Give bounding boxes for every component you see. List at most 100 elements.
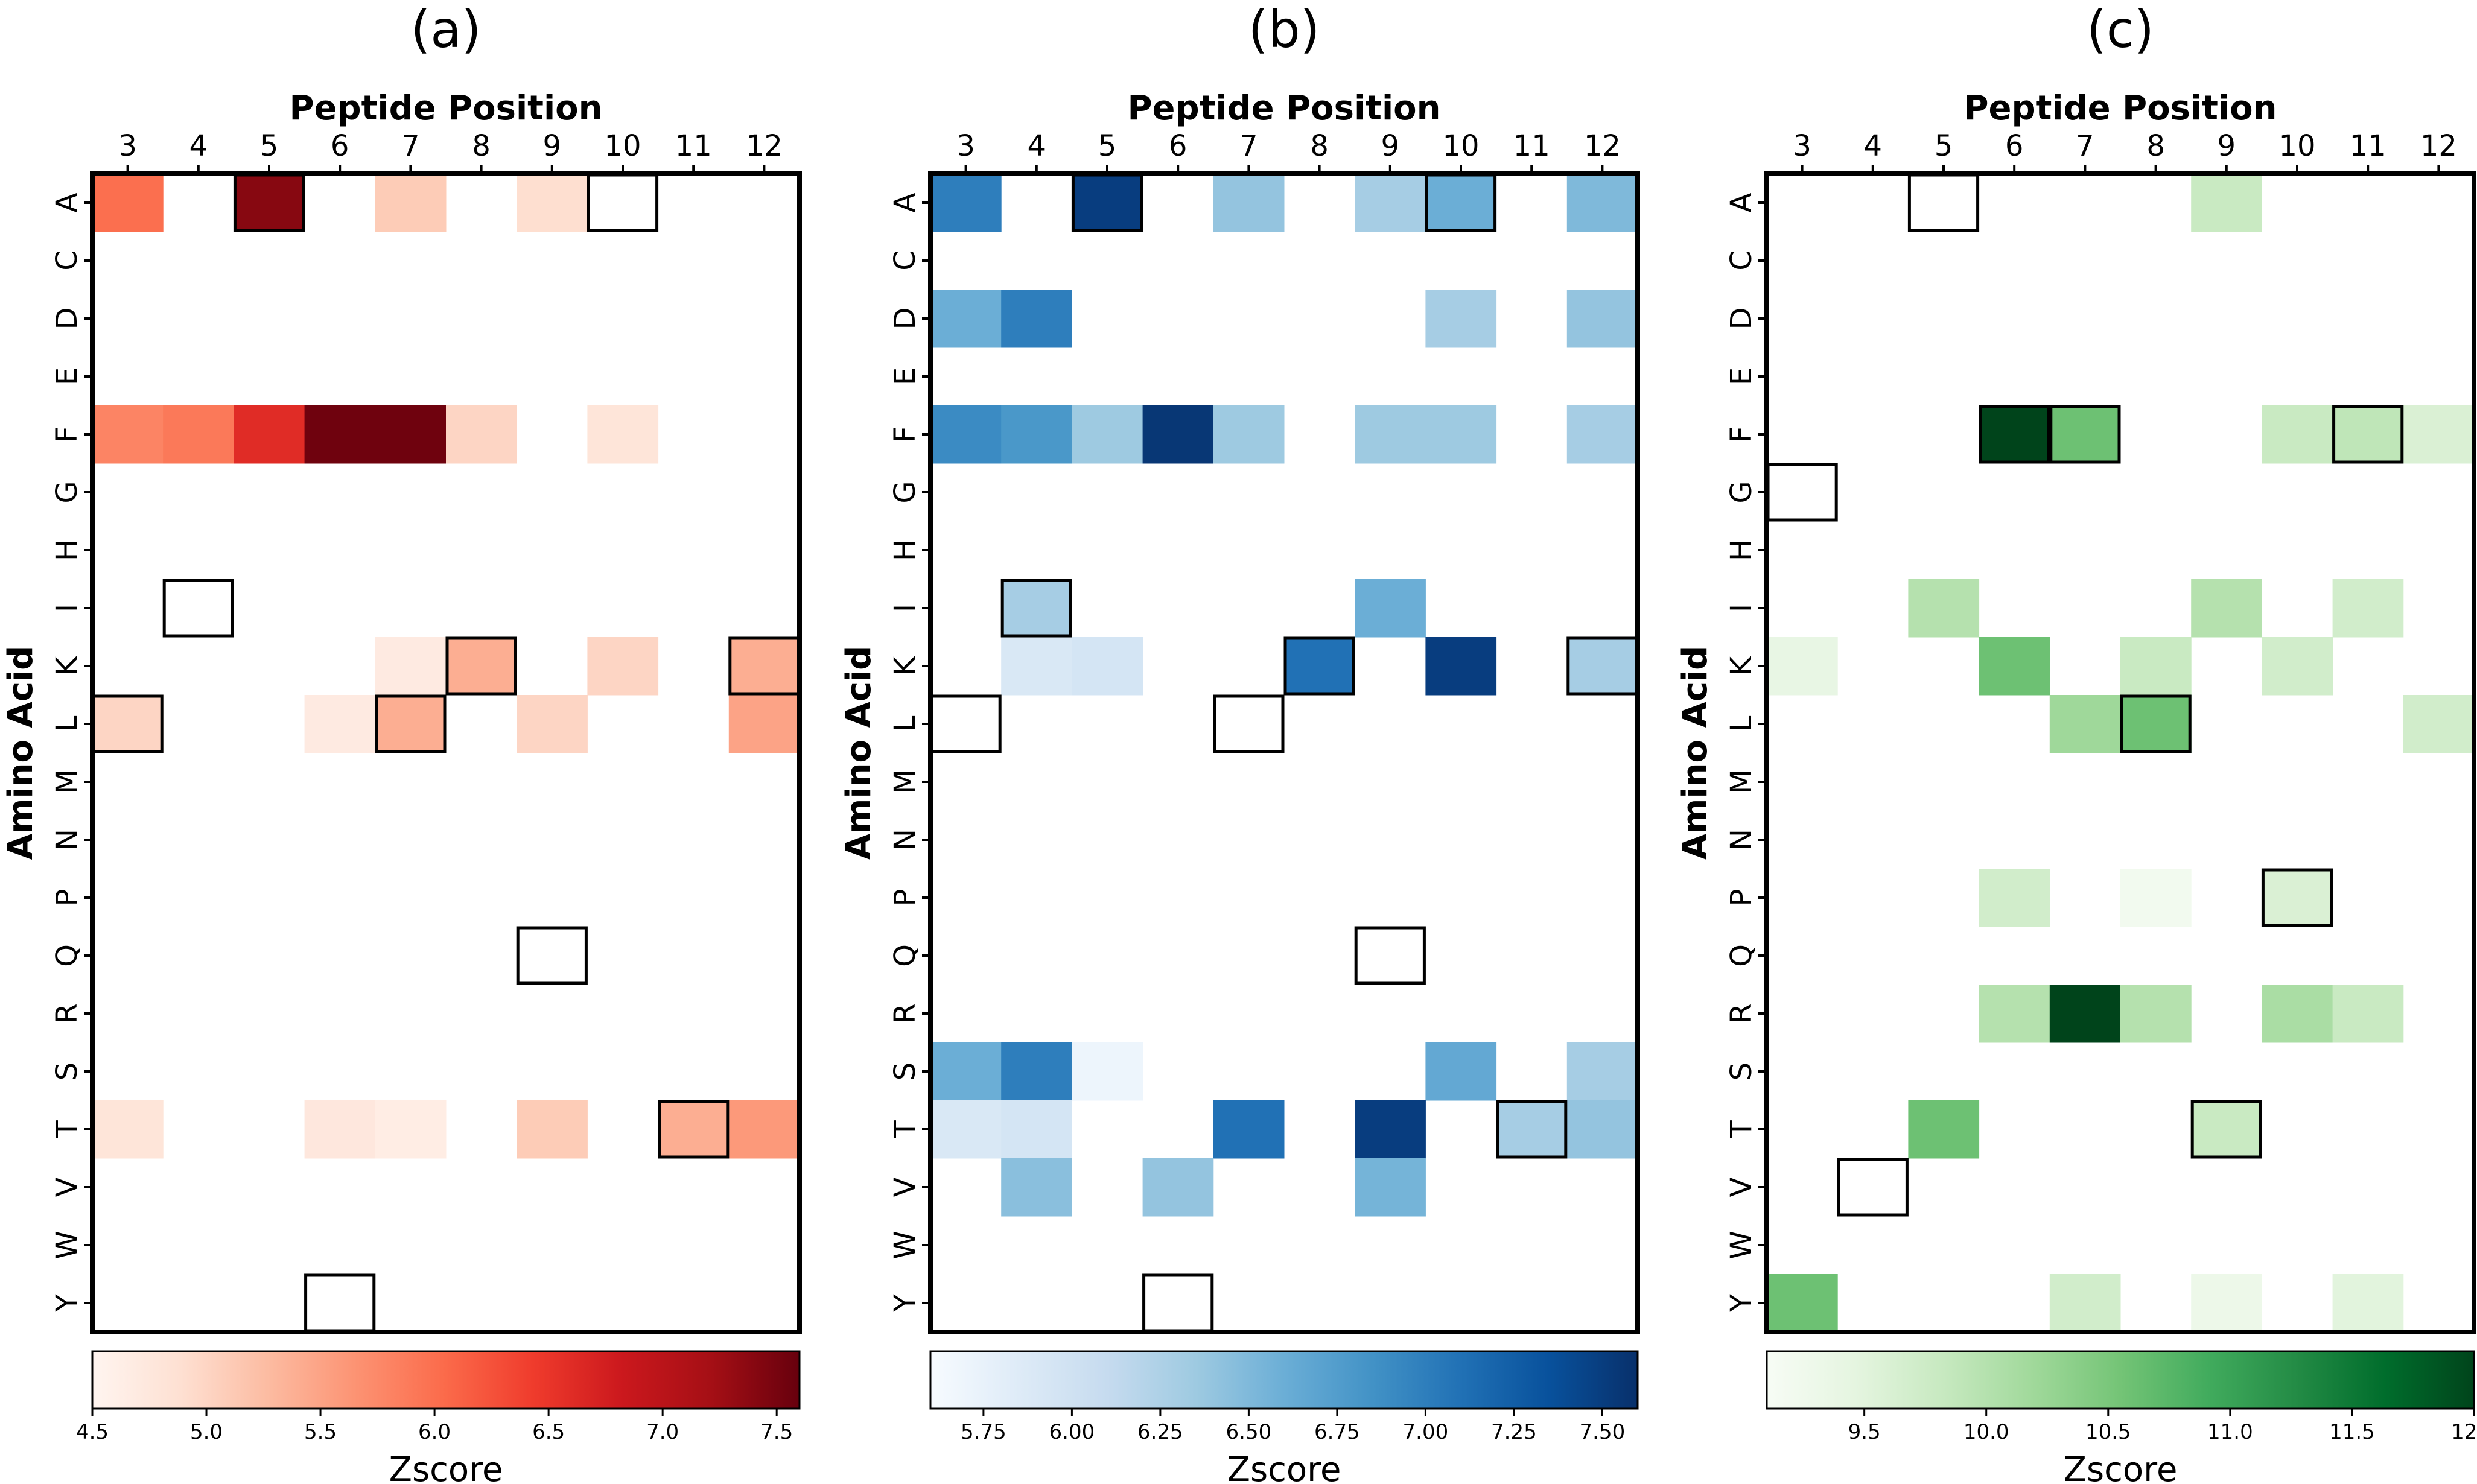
x-tick-label: 11 (1513, 129, 1550, 163)
y-tick-label: K (1725, 656, 1758, 676)
colorbar-tick-label: 4.5 (76, 1420, 109, 1444)
heatmap-cell-L-12 (2403, 695, 2475, 753)
y-tick-label: M (50, 769, 84, 794)
x-tick-label: 6 (331, 129, 349, 163)
heatmap-cell-Y-3 (1767, 1274, 1838, 1333)
y-tick-label: D (888, 308, 922, 330)
y-axis-title: Amino Acid (1, 646, 40, 860)
heatmap-cell-A-9 (517, 174, 588, 232)
y-tick-label: E (888, 367, 922, 385)
heatmap-cell-T-11 (1496, 1100, 1568, 1159)
highlight-box-A-10 (587, 173, 659, 232)
x-tick-label: 9 (2218, 129, 2236, 163)
colorbar-title: Zscore (1227, 1450, 1341, 1484)
y-tick-label: C (1725, 250, 1758, 271)
heatmap-cell-F-10 (1425, 405, 1497, 464)
heatmap-cell-T-5 (1908, 1100, 1980, 1159)
highlight-box-T-9 (2190, 1100, 2262, 1159)
highlight-box-L-3 (930, 694, 1002, 753)
y-tick-label: Q (1725, 944, 1758, 967)
x-tick-label: 11 (675, 129, 712, 163)
heatmap-cell-T-7 (1213, 1100, 1285, 1159)
colorbar-tick-label: 6.5 (532, 1420, 565, 1444)
colorbar-tick-label: 6.25 (1137, 1420, 1183, 1444)
colorbar-tick-label: 10.0 (1963, 1420, 2009, 1444)
heatmap-cell-V-6 (1142, 1158, 1214, 1217)
y-tick-label: D (50, 308, 84, 330)
heatmap-cell-F-8 (446, 405, 517, 464)
heatmap-cell-A-12 (1566, 174, 1638, 232)
panel-label: (b) (1248, 0, 1320, 59)
y-tick-label: N (1725, 829, 1758, 851)
y-tick-label: S (1725, 1062, 1758, 1080)
y-tick-label: Y (1725, 1294, 1758, 1313)
heatmap-cell-L-6 (304, 695, 376, 753)
heatmap-cell-T-11 (658, 1100, 730, 1159)
heatmap-cell-R-7 (2049, 985, 2121, 1043)
heatmap-cell-K-12 (728, 637, 800, 696)
heatmap-cell-F-3 (930, 405, 1002, 464)
highlight-box-I-4 (162, 579, 234, 638)
heatmap-cell-K-12 (1566, 637, 1638, 696)
y-tick-label: E (1725, 367, 1758, 385)
colorbar-tick-label: 7.0 (646, 1420, 679, 1444)
colorbar (1766, 1350, 2475, 1410)
y-tick-label: V (888, 1177, 922, 1197)
x-tick-label: 3 (1793, 129, 1811, 163)
colorbar-tick-label: 6.00 (1049, 1420, 1095, 1444)
x-tick-label: 4 (189, 129, 208, 163)
highlight-box-F-7 (2049, 405, 2121, 464)
heatmap-cell-K-8 (446, 637, 517, 696)
heatmap-cell-Y-9 (2191, 1274, 2262, 1333)
x-tick-label: 5 (1098, 129, 1117, 163)
y-tick-label: A (1725, 192, 1758, 212)
highlight-box-V-4 (1837, 1158, 1909, 1217)
y-tick-label: T (1725, 1120, 1758, 1139)
heatmap-cell-T-9 (2191, 1100, 2262, 1159)
x-tick-label: 8 (472, 129, 491, 163)
heatmap-cell-F-5 (234, 405, 305, 464)
heatmap-cell-Y-11 (2332, 1274, 2404, 1333)
heatmap-cell-A-9 (2191, 174, 2262, 232)
heatmap-cell-I-9 (2191, 579, 2262, 638)
y-tick-label: M (1725, 769, 1758, 794)
heatmap-cell-T-4 (1001, 1100, 1072, 1159)
plot-frame (90, 171, 802, 1334)
x-tick-label: 12 (1584, 129, 1621, 163)
highlight-box-T-11 (1496, 1100, 1568, 1159)
heatmap-cell-S-3 (930, 1042, 1002, 1101)
heatmap-cell-I-9 (1355, 579, 1426, 638)
heatmap-cell-F-11 (2332, 405, 2404, 464)
x-tick-label: 6 (1169, 129, 1188, 163)
heatmap-cell-A-3 (92, 174, 164, 232)
heatmap-cell-L-12 (728, 695, 800, 753)
heatmap-cell-S-5 (1072, 1042, 1143, 1101)
heatmap-cell-P-8 (2120, 869, 2192, 927)
y-tick-label: H (888, 539, 922, 561)
heatmap-cell-V-4 (1001, 1158, 1072, 1217)
x-axis-title: Peptide Position (1128, 89, 1441, 128)
x-axis-title: Peptide Position (1964, 89, 2277, 128)
x-tick-label: 4 (1028, 129, 1046, 163)
heatmap-cell-F-7 (375, 405, 447, 464)
y-tick-label: G (1725, 481, 1758, 503)
x-tick-label: 11 (2350, 129, 2386, 163)
x-tick-label: 6 (2005, 129, 2024, 163)
chart-panel-2: (b) Peptide Position Amino Acid 3 4 5 6 7 8 9 10 11… (839, 0, 1640, 1484)
colorbar-tick-label: 5.5 (304, 1420, 337, 1444)
x-tick-label: 10 (1442, 129, 1479, 163)
highlight-box-G-3 (1766, 463, 1838, 522)
heatmap-cell-F-6 (1142, 405, 1214, 464)
y-tick-label: S (50, 1062, 84, 1080)
highlight-box-F-6 (1979, 405, 2050, 464)
y-tick-label: K (888, 656, 922, 676)
heatmap-cell-D-12 (1566, 290, 1638, 348)
highlight-box-A-5 (1907, 173, 1980, 232)
heatmap-cell-F-7 (1213, 405, 1285, 464)
heatmap-cell-D-3 (930, 290, 1002, 348)
heatmap-cell-F-12 (1566, 405, 1638, 464)
y-tick-label: A (888, 192, 922, 212)
heatmap-cell-F-10 (587, 405, 659, 464)
colorbar-tick-label: 7.00 (1403, 1420, 1449, 1444)
y-tick-label: R (1725, 1003, 1758, 1023)
